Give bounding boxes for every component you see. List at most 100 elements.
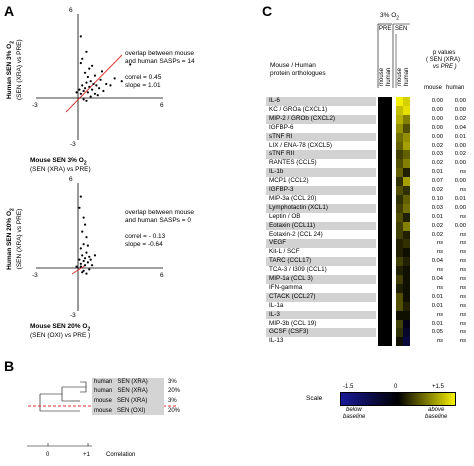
pval-mouse: 0.02 xyxy=(431,160,443,167)
heatmap-row-label: Leptin / OB xyxy=(269,212,301,220)
heatmap-cell xyxy=(403,150,410,160)
pval-mouse: 0.03 xyxy=(431,204,443,211)
pval-mouse: ns xyxy=(436,240,443,247)
row-header-2: protein orthologues xyxy=(270,70,326,77)
pval-human: ns xyxy=(459,267,466,274)
pval-human: ns xyxy=(459,231,466,238)
heatmap-cell xyxy=(385,212,392,222)
scatter-point xyxy=(81,271,84,274)
scatter-point xyxy=(85,81,88,84)
heatmap-cell xyxy=(403,257,410,267)
heatmap-cell xyxy=(385,159,392,169)
heatmap-cell xyxy=(385,310,392,320)
heatmap-cell xyxy=(403,301,410,311)
scatter-point xyxy=(81,57,84,60)
heatmap-cell xyxy=(403,239,410,249)
bottom-x-tick-left: -3 xyxy=(32,272,38,279)
scatter-point xyxy=(99,78,102,81)
heatmap-cell xyxy=(396,141,403,151)
pval-mouse: 0.02 xyxy=(431,187,443,193)
heatmap-row-label: sTNF RII xyxy=(266,150,376,160)
pval-human: ns xyxy=(459,258,466,265)
pval-mouse: ns xyxy=(436,249,443,256)
panel-b-oxygen-2: 3% xyxy=(168,398,177,404)
scatter-point xyxy=(81,84,84,87)
scatter-point xyxy=(79,92,82,95)
heatmap-row-label: TCA-3 / I309 (CCL1) xyxy=(269,266,327,274)
heatmap-cell xyxy=(403,275,410,285)
heatmap-row-label: IL-6 xyxy=(266,97,376,106)
heatmap-cell xyxy=(378,319,385,329)
heatmap-cell xyxy=(396,177,403,187)
top-xlabel-2: (SEN (XRA) vs PRE) xyxy=(30,166,91,173)
heatmap-cell xyxy=(396,328,403,338)
heatmap-row-label: IFN-gamma xyxy=(269,283,303,291)
heatmap-row-label: MIP-2 / GROb (CXCL2) xyxy=(266,114,376,124)
scale-mid: 0 xyxy=(394,384,398,390)
scatter-point xyxy=(82,243,85,246)
scatter-point xyxy=(92,82,95,86)
pval-mouse: ns xyxy=(436,338,443,345)
scatter-point xyxy=(89,80,92,83)
heatmap-cell xyxy=(403,328,410,338)
top-scatter-points xyxy=(75,35,132,102)
panel-b-row-3: mouse SEN (OXI) xyxy=(94,408,146,414)
heatmap-cell xyxy=(396,159,403,169)
scale-label: Scale xyxy=(306,395,323,402)
heatmap-cell xyxy=(403,283,410,294)
scatter-point xyxy=(83,257,87,260)
heatmap-row-label: Eotaxin-2 (CCL 24) xyxy=(269,230,323,238)
scatter-point xyxy=(82,89,85,93)
heatmap-cell xyxy=(378,168,385,178)
pval-mouse: 0.01 xyxy=(431,302,443,309)
heatmap-cell xyxy=(385,97,392,107)
heatmap-cell xyxy=(378,150,385,160)
heatmap-cell xyxy=(385,141,392,151)
heatmap-cell xyxy=(378,105,385,116)
heatmap-row-label: CTACK (CCL27) xyxy=(266,292,376,302)
heatmap-cell xyxy=(378,114,385,124)
scatter-point xyxy=(82,259,85,263)
heatmap-cell xyxy=(396,292,403,302)
pval-mouse: 0.00 xyxy=(431,98,443,104)
panel-a-letter: A xyxy=(4,3,15,19)
pval-mouse: 0.01 xyxy=(431,169,443,176)
heatmap-cell xyxy=(385,105,392,116)
heatmap-row-label: MIP-3b (CCL 19) xyxy=(269,319,317,327)
pval-mouse: ns xyxy=(436,311,443,318)
heatmap-cell xyxy=(396,310,403,320)
heatmap-cell xyxy=(403,212,410,222)
heatmap-cell xyxy=(385,319,392,329)
pval-human: ns xyxy=(459,338,466,345)
panel-b-row-2: mouse SEN (XRA) xyxy=(94,398,148,404)
scatter-point xyxy=(85,251,88,254)
heatmap-cell xyxy=(378,230,385,240)
heatmap-row-label: sTNF RI xyxy=(266,132,376,142)
scatter-point xyxy=(78,88,81,91)
heatmap-cell xyxy=(403,105,410,116)
heatmap-cell xyxy=(385,248,392,258)
pval-mouse: 0.05 xyxy=(431,329,443,336)
scatter-point xyxy=(86,261,89,264)
pval-mouse: 0.00 xyxy=(431,124,443,131)
scale-below: below xyxy=(346,407,362,413)
pval-mouse: 0.07 xyxy=(431,178,443,185)
heatmap-cell xyxy=(378,141,385,151)
heatmap-cell xyxy=(378,194,385,205)
scatter-point xyxy=(93,92,97,95)
panel-b-label-box xyxy=(92,378,164,415)
panel-b-oxygen-1: 20% xyxy=(168,388,181,394)
scatter-point xyxy=(86,75,89,79)
heatmap-row-label: Lymphotactin (XCL1) xyxy=(266,203,376,213)
heatmap-cell xyxy=(385,203,392,213)
heatmap-cell xyxy=(403,141,410,151)
heatmap-cell xyxy=(396,114,403,124)
scatter-point xyxy=(86,91,89,94)
heatmap-cell xyxy=(378,257,385,267)
pval-human: 0.00 xyxy=(454,178,466,185)
scatter-point xyxy=(82,98,85,101)
pval-mouse: 0.00 xyxy=(431,115,443,122)
col-pre-human: human xyxy=(386,67,392,86)
panel-c-oxygen-header: 3% O xyxy=(380,12,397,19)
